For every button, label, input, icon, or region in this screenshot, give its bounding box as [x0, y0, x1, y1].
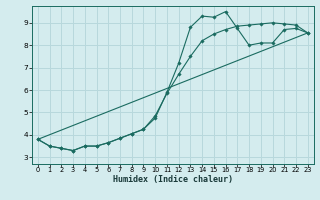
X-axis label: Humidex (Indice chaleur): Humidex (Indice chaleur) — [113, 175, 233, 184]
